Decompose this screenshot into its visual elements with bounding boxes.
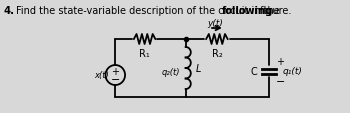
Text: Find the state-variable description of the circuit in the: Find the state-variable description of t… [16,6,282,16]
Text: y(t): y(t) [207,18,223,27]
Text: R₁: R₁ [139,49,150,59]
Text: following: following [222,6,273,16]
Text: q₂(t): q₂(t) [161,68,180,77]
Text: C: C [250,66,257,76]
Text: L: L [195,63,201,73]
Text: figure.: figure. [257,6,291,16]
Text: 4.: 4. [4,6,15,16]
Text: R₂: R₂ [211,49,222,59]
Text: x(t): x(t) [94,71,109,80]
Text: q₁(t): q₁(t) [282,67,302,76]
Text: +: + [275,56,284,66]
Text: −: − [111,75,120,85]
Text: −: − [275,76,285,86]
Text: +: + [111,67,119,77]
